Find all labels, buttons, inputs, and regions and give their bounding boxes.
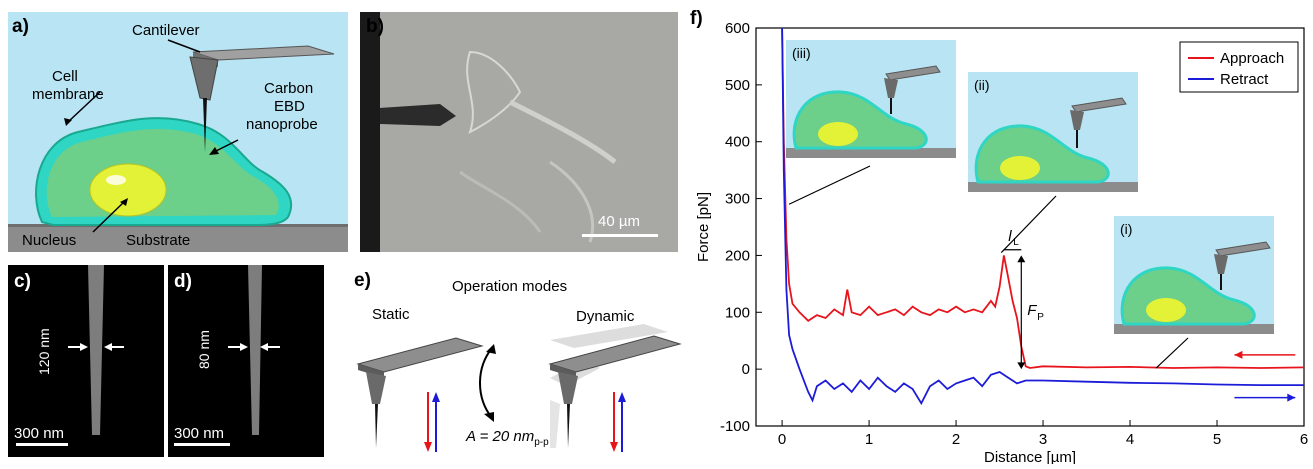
inset-iii-pointer [788,165,871,205]
scalebar-b [582,234,658,237]
y-tick-label: 500 [725,77,750,94]
legend-entry-retract: Retract [1220,71,1269,88]
panel-a-label: a) [12,16,29,37]
y-tick-label: 600 [725,20,750,37]
amplitude-sub: p-p [534,437,549,448]
substrate-label: Substrate [126,232,191,249]
amplitude-label: A = 20 nmp-p [466,428,549,451]
inset-i-label: (i) [1120,221,1132,237]
cytoplasm [46,128,279,217]
force-distance-chart: (iii) (ii) (i) 0 1 2 3 4 5 6 -100 0 100 200 300 400 500 6… [695,20,1308,466]
panel-f-label: f) [690,8,703,29]
cell-membrane-label-line2: membrane [32,86,104,103]
scalebar-c [16,443,68,446]
x-tick-label: 3 [1039,431,1047,448]
plot-frame [755,27,1305,427]
cantilever-label: Cantilever [132,22,200,39]
fp-sub-label: P [1037,312,1044,323]
operation-modes-schematic [356,324,682,452]
cantilever-beam [192,45,335,61]
panel-d-label: d) [174,271,192,292]
panel-d: d) 80 nm 300 nm [168,265,324,457]
probe-label-line1: Carbon [264,80,314,97]
panel-a: a) Cantilever Cell membrane Carbon EBD n… [8,12,348,252]
width-label-d: 80 nm [196,330,212,369]
x-tick-label: 6 [1300,431,1308,448]
series-line-retract [781,27,1304,406]
y-tick-label: -100 [720,418,750,435]
x-tick-label: 5 [1213,431,1221,448]
panel-f: (iii) (ii) (i) 0 1 2 3 4 5 6 -100 0 100 200 300 400 500 6… [686,0,1313,466]
scalebar-b-label: 40 µm [598,213,640,230]
cell-schematic [8,39,348,252]
y-axis-label: Force [pN] [695,192,712,262]
y-tick-label: 0 [742,361,750,378]
tip-image-c [88,265,104,435]
x-tick-label: 4 [1126,431,1134,448]
nanoprobe-shape [203,98,207,152]
probe-label-line3: nanoprobe [246,116,318,133]
x-tick-label: 2 [952,431,960,448]
cantilever-tip [189,56,219,101]
operation-modes-title: Operation modes [452,278,568,295]
nucleus-shape [89,163,167,217]
x-axis-label: Distance [µm] [984,449,1076,464]
y-tick-label: 200 [725,247,750,264]
cell-membrane-label-line1: Cell [52,68,78,85]
inset-iii: (iii) [786,40,956,158]
inset-i: (i) [1114,216,1274,334]
legend-entry-approach: Approach [1220,50,1284,67]
tip-image-d [248,265,262,435]
dynamic-mode-label: Dynamic [576,308,635,325]
x-tick-label: 1 [865,431,873,448]
inset-i-pointer [1155,337,1189,369]
probe-shadow [380,104,456,126]
panel-c: c) 120 nm 300 nm [8,265,164,457]
panel-b-label: b) [366,16,384,37]
inset-iii-label: (iii) [792,45,811,61]
cell-micrograph [360,12,678,252]
probe-label-line2: EBD [274,98,305,115]
series-line-approach [781,27,1305,369]
panel-e: e) Operation modes Static Dynamic A = 20… [344,268,684,460]
panel-e-label: e) [354,270,371,291]
fp-label: F [1027,302,1037,319]
ll-sub-label: L [1013,237,1019,248]
inset-ii: (ii) [968,72,1138,192]
legend-box [1179,41,1299,93]
y-tick-label: 300 [725,191,750,208]
y-tick-label: 400 [725,134,750,151]
scalebar-d-label: 300 nm [174,425,225,442]
panel-b: b) 40 µm [360,12,678,252]
amplitude-value: A = 20 nm [466,428,535,445]
nucleus-label: Nucleus [22,232,77,249]
static-mode-label: Static [372,306,410,323]
width-label-c: 120 nm [36,328,52,375]
substrate-layer [8,226,348,252]
x-tick-label: 0 [778,431,786,448]
scalebar-d [174,443,230,446]
panel-c-label: c) [14,271,31,292]
inset-ii-pointer [1000,195,1057,254]
inset-ii-label: (ii) [974,77,990,93]
scalebar-c-label: 300 nm [14,425,65,442]
y-tick-label: 100 [725,304,750,321]
ll-label: l [1008,228,1012,245]
